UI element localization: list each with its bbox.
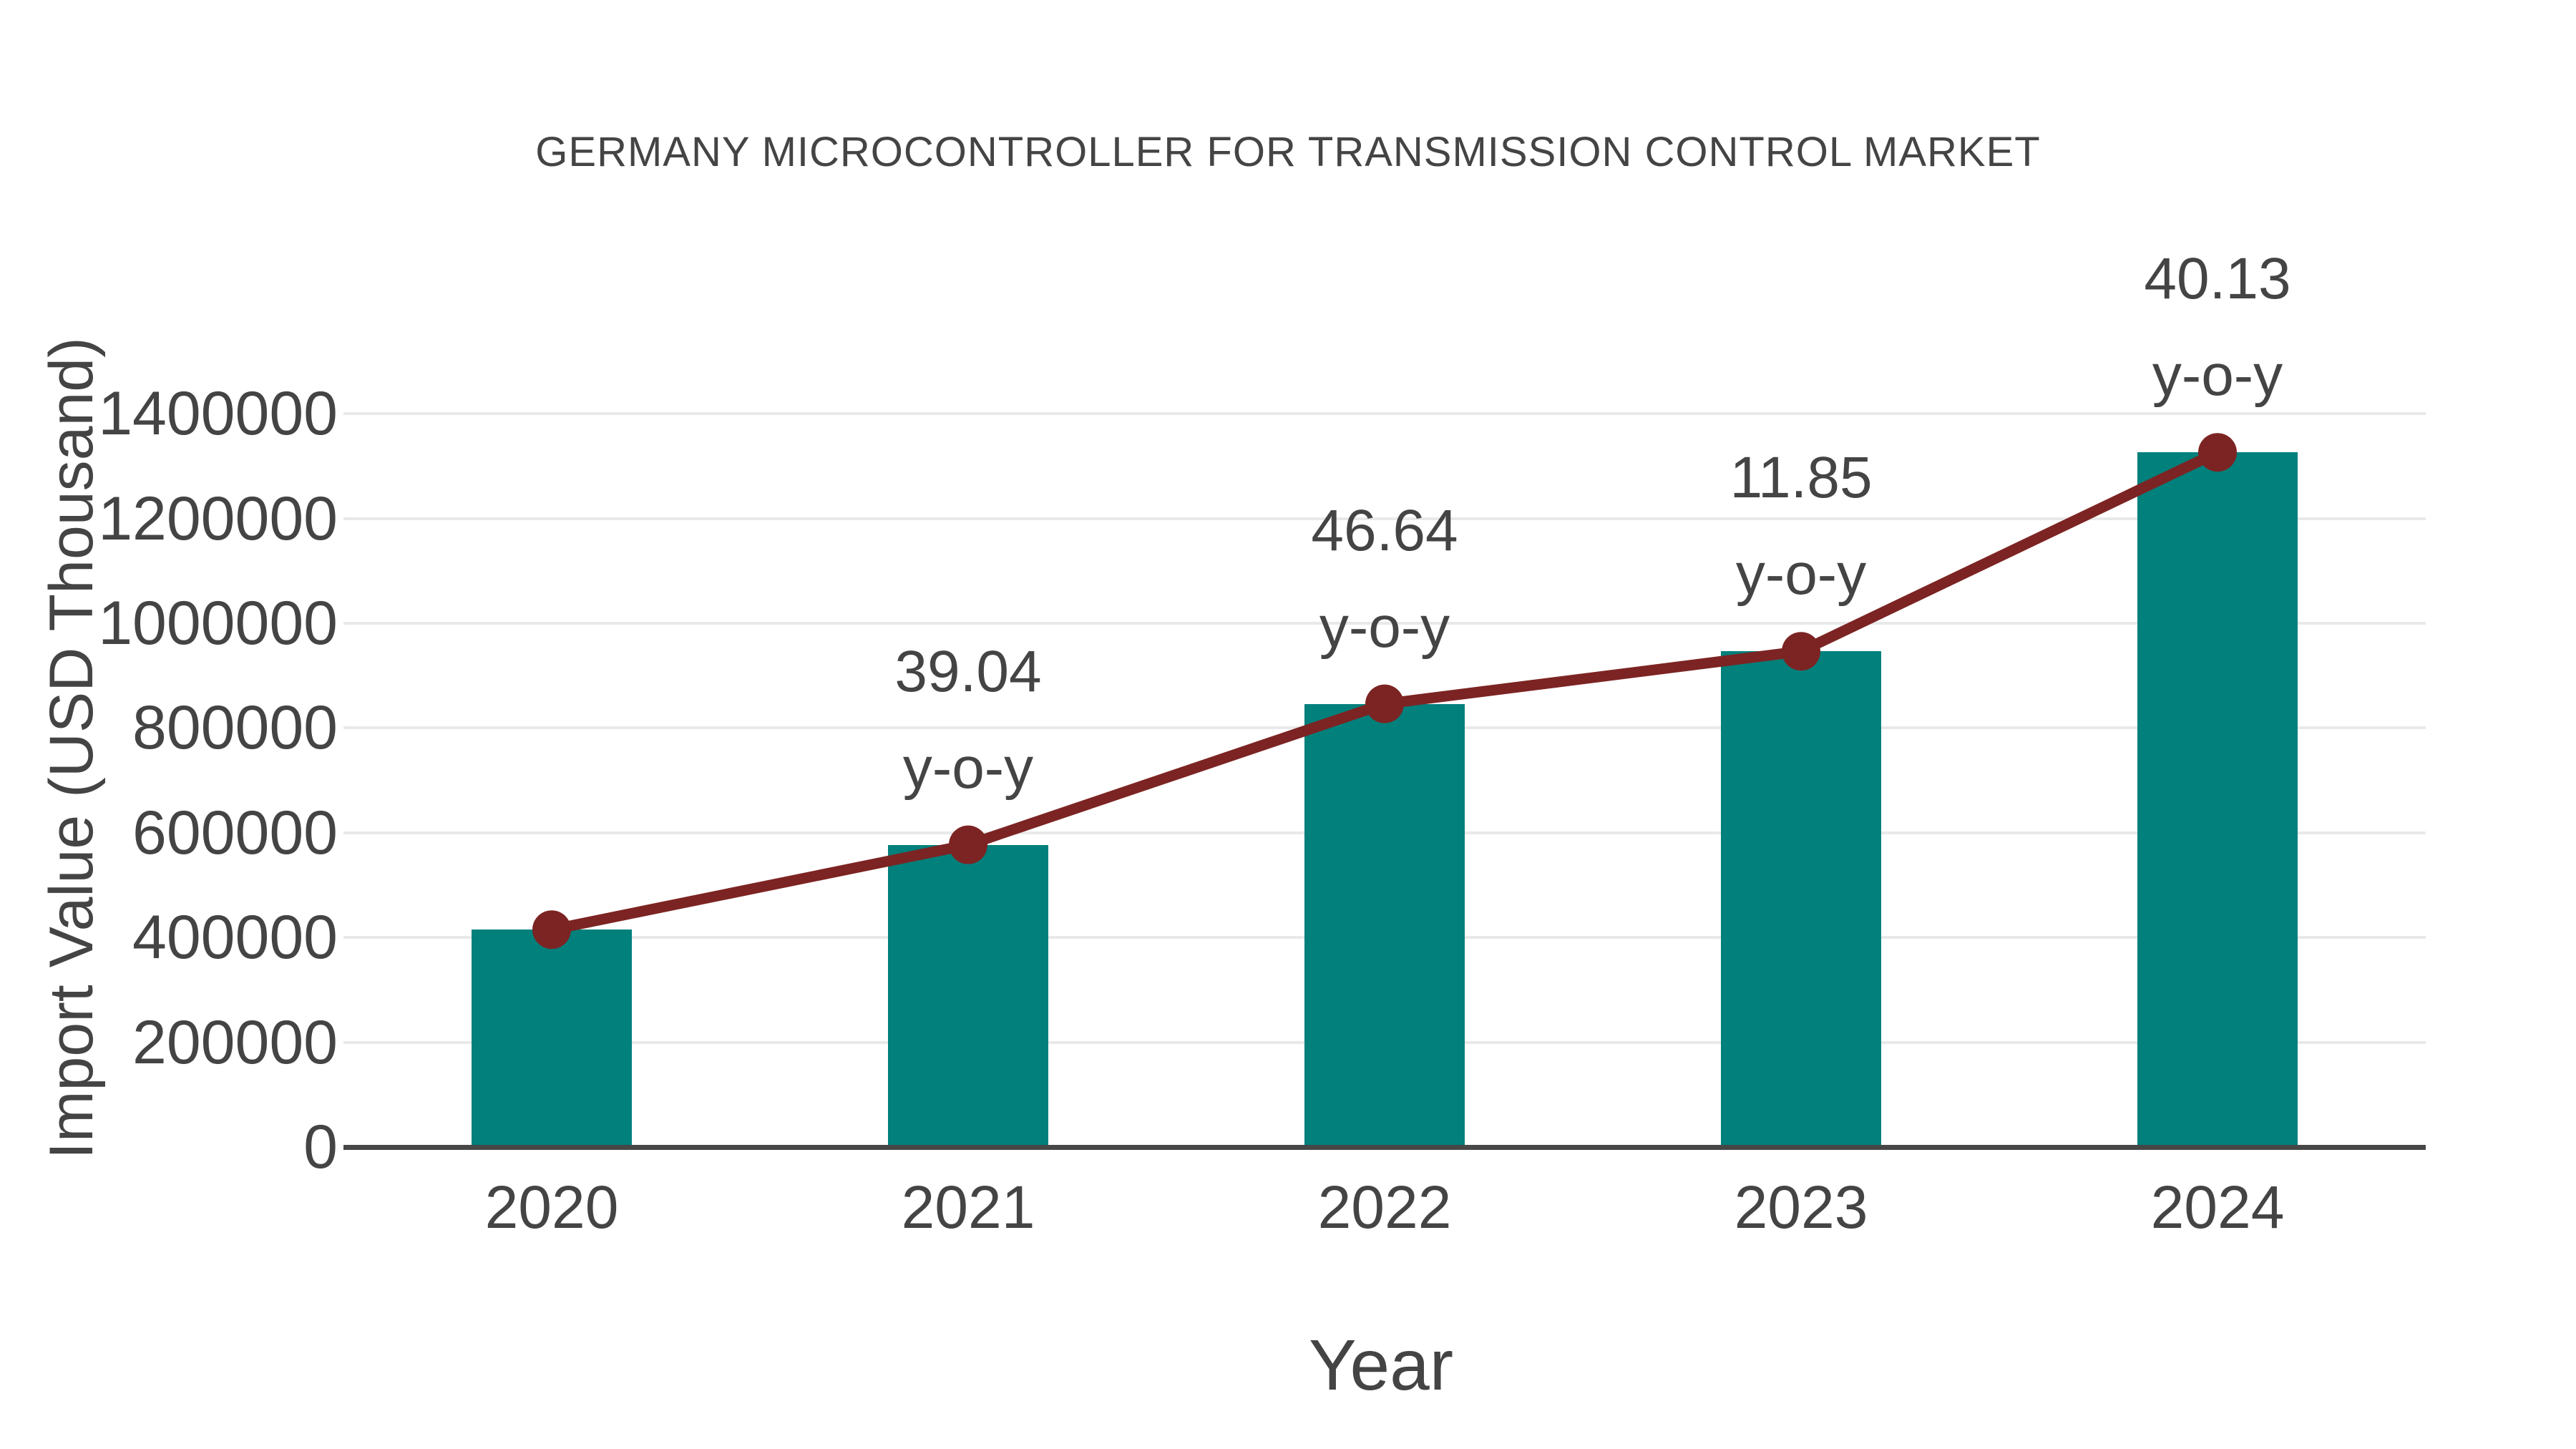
x-axis-tick-label: 2021 <box>901 1174 1035 1241</box>
gridline-1400000 <box>343 412 2426 416</box>
bar-2023 <box>1721 651 1881 1147</box>
y-axis-tick-label: 1400000 <box>98 379 338 449</box>
y-axis-tick-label: 400000 <box>132 903 338 972</box>
x-axis-tick-label: 2024 <box>2150 1174 2285 1241</box>
y-axis-tick-label: 800000 <box>132 693 338 763</box>
data-point-marker-2021 <box>949 825 987 864</box>
y-axis-title: Import Value (USD Thousand) <box>37 337 106 1159</box>
annotation-growth-suffix: y-o-y <box>1319 594 1450 660</box>
data-point-marker-2022 <box>1365 684 1404 723</box>
data-point-marker-2023 <box>1782 632 1820 671</box>
chart-title: GERMANY MICROCONTROLLER FOR TRANSMISSION… <box>535 129 2041 175</box>
gridline-1000000 <box>343 622 2426 625</box>
y-axis-tick-label: 1200000 <box>98 484 338 553</box>
annotation-growth-value: 46.64 <box>1311 497 1458 563</box>
annotation-2023: 11.85 y-o-y <box>1586 429 2016 623</box>
x-axis-tick-label: 2022 <box>1317 1174 1452 1241</box>
annotation-growth-suffix: y-o-y <box>1735 542 1867 608</box>
y-axis-tick-label: 1000000 <box>98 589 338 658</box>
annotation-growth-suffix: y-o-y <box>902 735 1034 801</box>
annotation-growth-value: 11.85 <box>1729 445 1873 511</box>
annotation-growth-value: 39.04 <box>894 638 1042 704</box>
y-axis-tick-label: 0 <box>303 1113 338 1181</box>
annotation-growth-suffix: y-o-y <box>2152 343 2283 409</box>
data-point-marker-2024 <box>2198 433 2237 472</box>
bar-2021 <box>888 844 1048 1147</box>
data-point-marker-2020 <box>532 910 571 950</box>
x-axis-title: Year <box>1308 1325 1454 1405</box>
bar-2022 <box>1304 703 1465 1147</box>
annotation-growth-value: 40.13 <box>2144 246 2291 312</box>
bar-2024 <box>2137 452 2298 1147</box>
x-axis-tick-label: 2020 <box>484 1174 619 1241</box>
gridline-1200000 <box>343 517 2426 520</box>
x-axis-line <box>343 1145 2426 1150</box>
x-axis-tick-label: 2023 <box>1734 1174 1868 1241</box>
y-axis-tick-label: 600000 <box>132 798 338 867</box>
annotation-2021: 39.04 y-o-y <box>753 623 1183 816</box>
bar-2020 <box>472 930 632 1147</box>
annotation-2022: 46.64 y-o-y <box>1170 482 1599 675</box>
y-axis-tick-label: 200000 <box>132 1008 338 1077</box>
annotation-2024: 40.13 y-o-y <box>2003 230 2432 424</box>
